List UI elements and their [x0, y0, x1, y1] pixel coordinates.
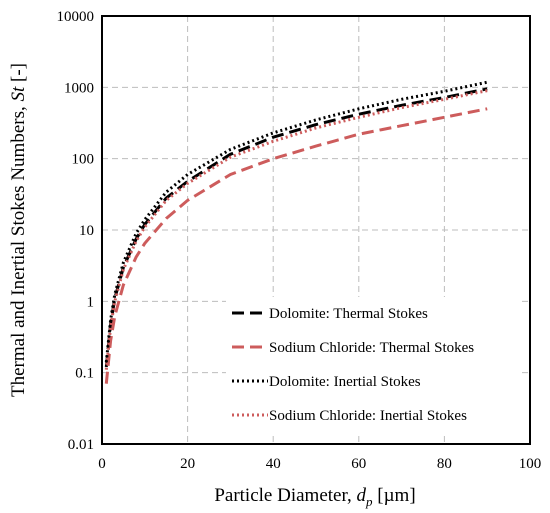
y-tick-label: 10000 [57, 9, 95, 25]
y-tick-label: 0.1 [75, 366, 94, 382]
y-tick-label: 10 [79, 223, 94, 239]
x-tick-label: 40 [266, 456, 281, 472]
x-axis-title-unit: [µm] [373, 485, 416, 506]
x-tick-label: 20 [180, 456, 195, 472]
y-tick-label: 1 [87, 294, 95, 310]
x-axis-title-subscript: p [365, 494, 373, 509]
data-series [104, 80, 488, 384]
y-axis-title-unit: [-] [8, 63, 29, 87]
series-line-2 [104, 107, 488, 384]
x-tick-label: 0 [98, 456, 106, 472]
tick-labels: 0 20 40 60 80 100 0.01 0.1 1 10 100 1000 10000 [57, 9, 542, 472]
legend-background [226, 297, 522, 433]
legend-label-3: Dolomite: Inertial Stokes [269, 374, 421, 390]
x-axis-title-symbol: d [357, 485, 367, 506]
y-axis-title-text: Thermal and Inertial Stokes Numbers, [8, 102, 29, 397]
x-tick-label: 80 [437, 456, 452, 472]
x-tick-label: 60 [351, 456, 366, 472]
y-axis-title: Thermal and Inertial Stokes Numbers, St … [8, 63, 29, 397]
y-axis-title-symbol: St [8, 86, 29, 102]
legend-label-4: Sodium Chloride: Inertial Stokes [269, 408, 467, 424]
y-tick-label: 0.01 [68, 437, 94, 453]
y-tick-label: 100 [72, 152, 95, 168]
legend-label-2: Sodium Chloride: Thermal Stokes [269, 340, 474, 356]
plot-frame [101, 15, 531, 445]
legend-label-1: Dolomite: Thermal Stokes [269, 306, 428, 322]
x-axis-title-text: Particle Diameter, [214, 485, 356, 506]
x-axis-title: Particle Diameter, dp [µm] [214, 485, 415, 509]
series-line-3 [104, 80, 488, 363]
x-tick-label: 100 [519, 456, 542, 472]
legend: Dolomite: Thermal Stokes Sodium Chloride:… [226, 297, 522, 433]
y-tick-label: 1000 [64, 80, 94, 96]
series-line-4 [104, 89, 488, 370]
